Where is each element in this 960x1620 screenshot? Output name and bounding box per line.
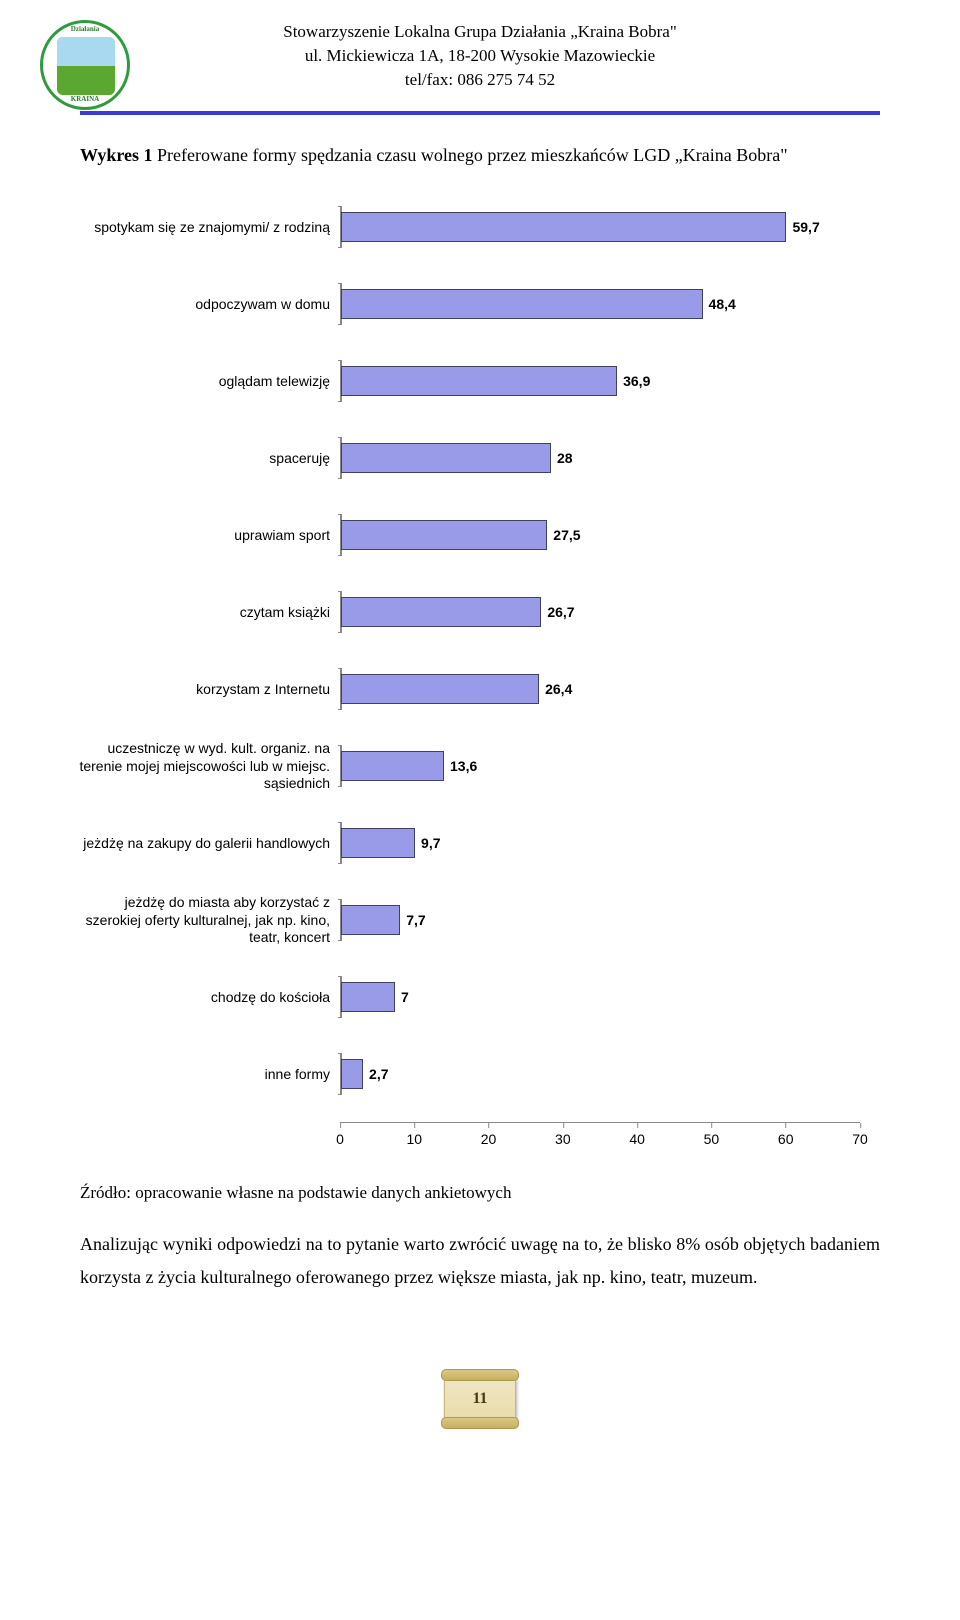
- page-footer: 11: [80, 1373, 880, 1433]
- chart-title-rest: Preferowane formy spędzania czasu wolneg…: [153, 145, 788, 165]
- chart-row: odpoczywam w domu48,4: [340, 283, 860, 325]
- bar: [341, 443, 551, 473]
- chart-row: jeżdżę do miasta aby korzystać z szeroki…: [340, 899, 860, 941]
- axis-tick: 20: [481, 1123, 497, 1147]
- bar: [341, 674, 539, 704]
- chart-row: chodzę do kościoła7: [340, 976, 860, 1018]
- bar-value: 36,9: [623, 373, 650, 389]
- chart-row: jeżdżę na zakupy do galerii handlowych9,…: [340, 822, 860, 864]
- x-axis: 010203040506070: [340, 1122, 860, 1153]
- category-label: uczestniczę w wyd. kult. organiz. na ter…: [70, 740, 330, 793]
- bar: [341, 828, 415, 858]
- category-label: spotykam się ze znajomymi/ z rodziną: [70, 219, 330, 237]
- header-line-1: Stowarzyszenie Lokalna Grupa Działania „…: [80, 20, 880, 44]
- bar: [341, 289, 703, 319]
- bar-value: 9,7: [421, 835, 440, 851]
- bar: [341, 597, 541, 627]
- bar-value: 27,5: [553, 527, 580, 543]
- category-label: jeżdżę na zakupy do galerii handlowych: [70, 835, 330, 853]
- page-number-scroll-icon: 11: [444, 1373, 516, 1425]
- chart-title-prefix: Wykres 1: [80, 145, 153, 165]
- bar: [341, 212, 786, 242]
- bar-chart: spotykam się ze znajomymi/ z rodziną59,7…: [340, 206, 860, 1153]
- header-line-3: tel/fax: 086 275 74 52: [80, 68, 880, 92]
- page: Działania KRAINA Stowarzyszenie Lokalna …: [0, 0, 960, 1473]
- document-header: Działania KRAINA Stowarzyszenie Lokalna …: [80, 20, 880, 103]
- bar: [341, 982, 395, 1012]
- category-label: inne formy: [70, 1066, 330, 1084]
- bar-value: 13,6: [450, 758, 477, 774]
- axis-tick: 10: [406, 1123, 422, 1147]
- category-label: jeżdżę do miasta aby korzystać z szeroki…: [70, 894, 330, 947]
- body-paragraph: Analizując wyniki odpowiedzi na to pytan…: [80, 1228, 880, 1293]
- page-number: 11: [472, 1390, 487, 1408]
- bar-value: 7,7: [406, 912, 425, 928]
- category-label: uprawiam sport: [70, 527, 330, 545]
- axis-tick: 60: [778, 1123, 794, 1147]
- category-label: korzystam z Internetu: [70, 681, 330, 699]
- bar-value: 7: [401, 989, 409, 1005]
- chart-title: Wykres 1 Preferowane formy spędzania cza…: [80, 145, 880, 166]
- axis-tick: 50: [704, 1123, 720, 1147]
- chart-row: inne formy2,7: [340, 1053, 860, 1095]
- chart-row: spaceruję28: [340, 437, 860, 479]
- chart-row: oglądam telewizję36,9: [340, 360, 860, 402]
- bar-value: 26,7: [547, 604, 574, 620]
- chart-row: czytam książki26,7: [340, 591, 860, 633]
- category-label: oglądam telewizję: [70, 373, 330, 391]
- category-label: czytam książki: [70, 604, 330, 622]
- logo: Działania KRAINA: [40, 20, 130, 110]
- bar-value: 48,4: [709, 296, 736, 312]
- bar: [341, 1059, 363, 1089]
- axis-tick: 70: [852, 1123, 868, 1147]
- bar: [341, 905, 400, 935]
- bar-value: 26,4: [545, 681, 572, 697]
- header-line-2: ul. Mickiewicza 1A, 18-200 Wysokie Mazow…: [80, 44, 880, 68]
- chart-row: korzystam z Internetu26,4: [340, 668, 860, 710]
- bar-value: 2,7: [369, 1066, 388, 1082]
- logo-text-top: Działania: [71, 25, 99, 35]
- category-label: spaceruję: [70, 450, 330, 468]
- chart-row: uczestniczę w wyd. kult. organiz. na ter…: [340, 745, 860, 787]
- chart-row: spotykam się ze znajomymi/ z rodziną59,7: [340, 206, 860, 248]
- bar: [341, 751, 444, 781]
- chart-row: uprawiam sport27,5: [340, 514, 860, 556]
- header-rule: [80, 111, 880, 115]
- source-text: Źródło: opracowanie własne na podstawie …: [80, 1183, 880, 1203]
- category-label: chodzę do kościoła: [70, 989, 330, 1007]
- bar: [341, 366, 617, 396]
- axis-tick: 40: [629, 1123, 645, 1147]
- bar-value: 28: [557, 450, 573, 466]
- bar-value: 59,7: [792, 219, 819, 235]
- logo-text-bottom: KRAINA: [71, 95, 99, 105]
- axis-tick: 0: [336, 1123, 344, 1147]
- category-label: odpoczywam w domu: [70, 296, 330, 314]
- axis-tick: 30: [555, 1123, 571, 1147]
- bar: [341, 520, 547, 550]
